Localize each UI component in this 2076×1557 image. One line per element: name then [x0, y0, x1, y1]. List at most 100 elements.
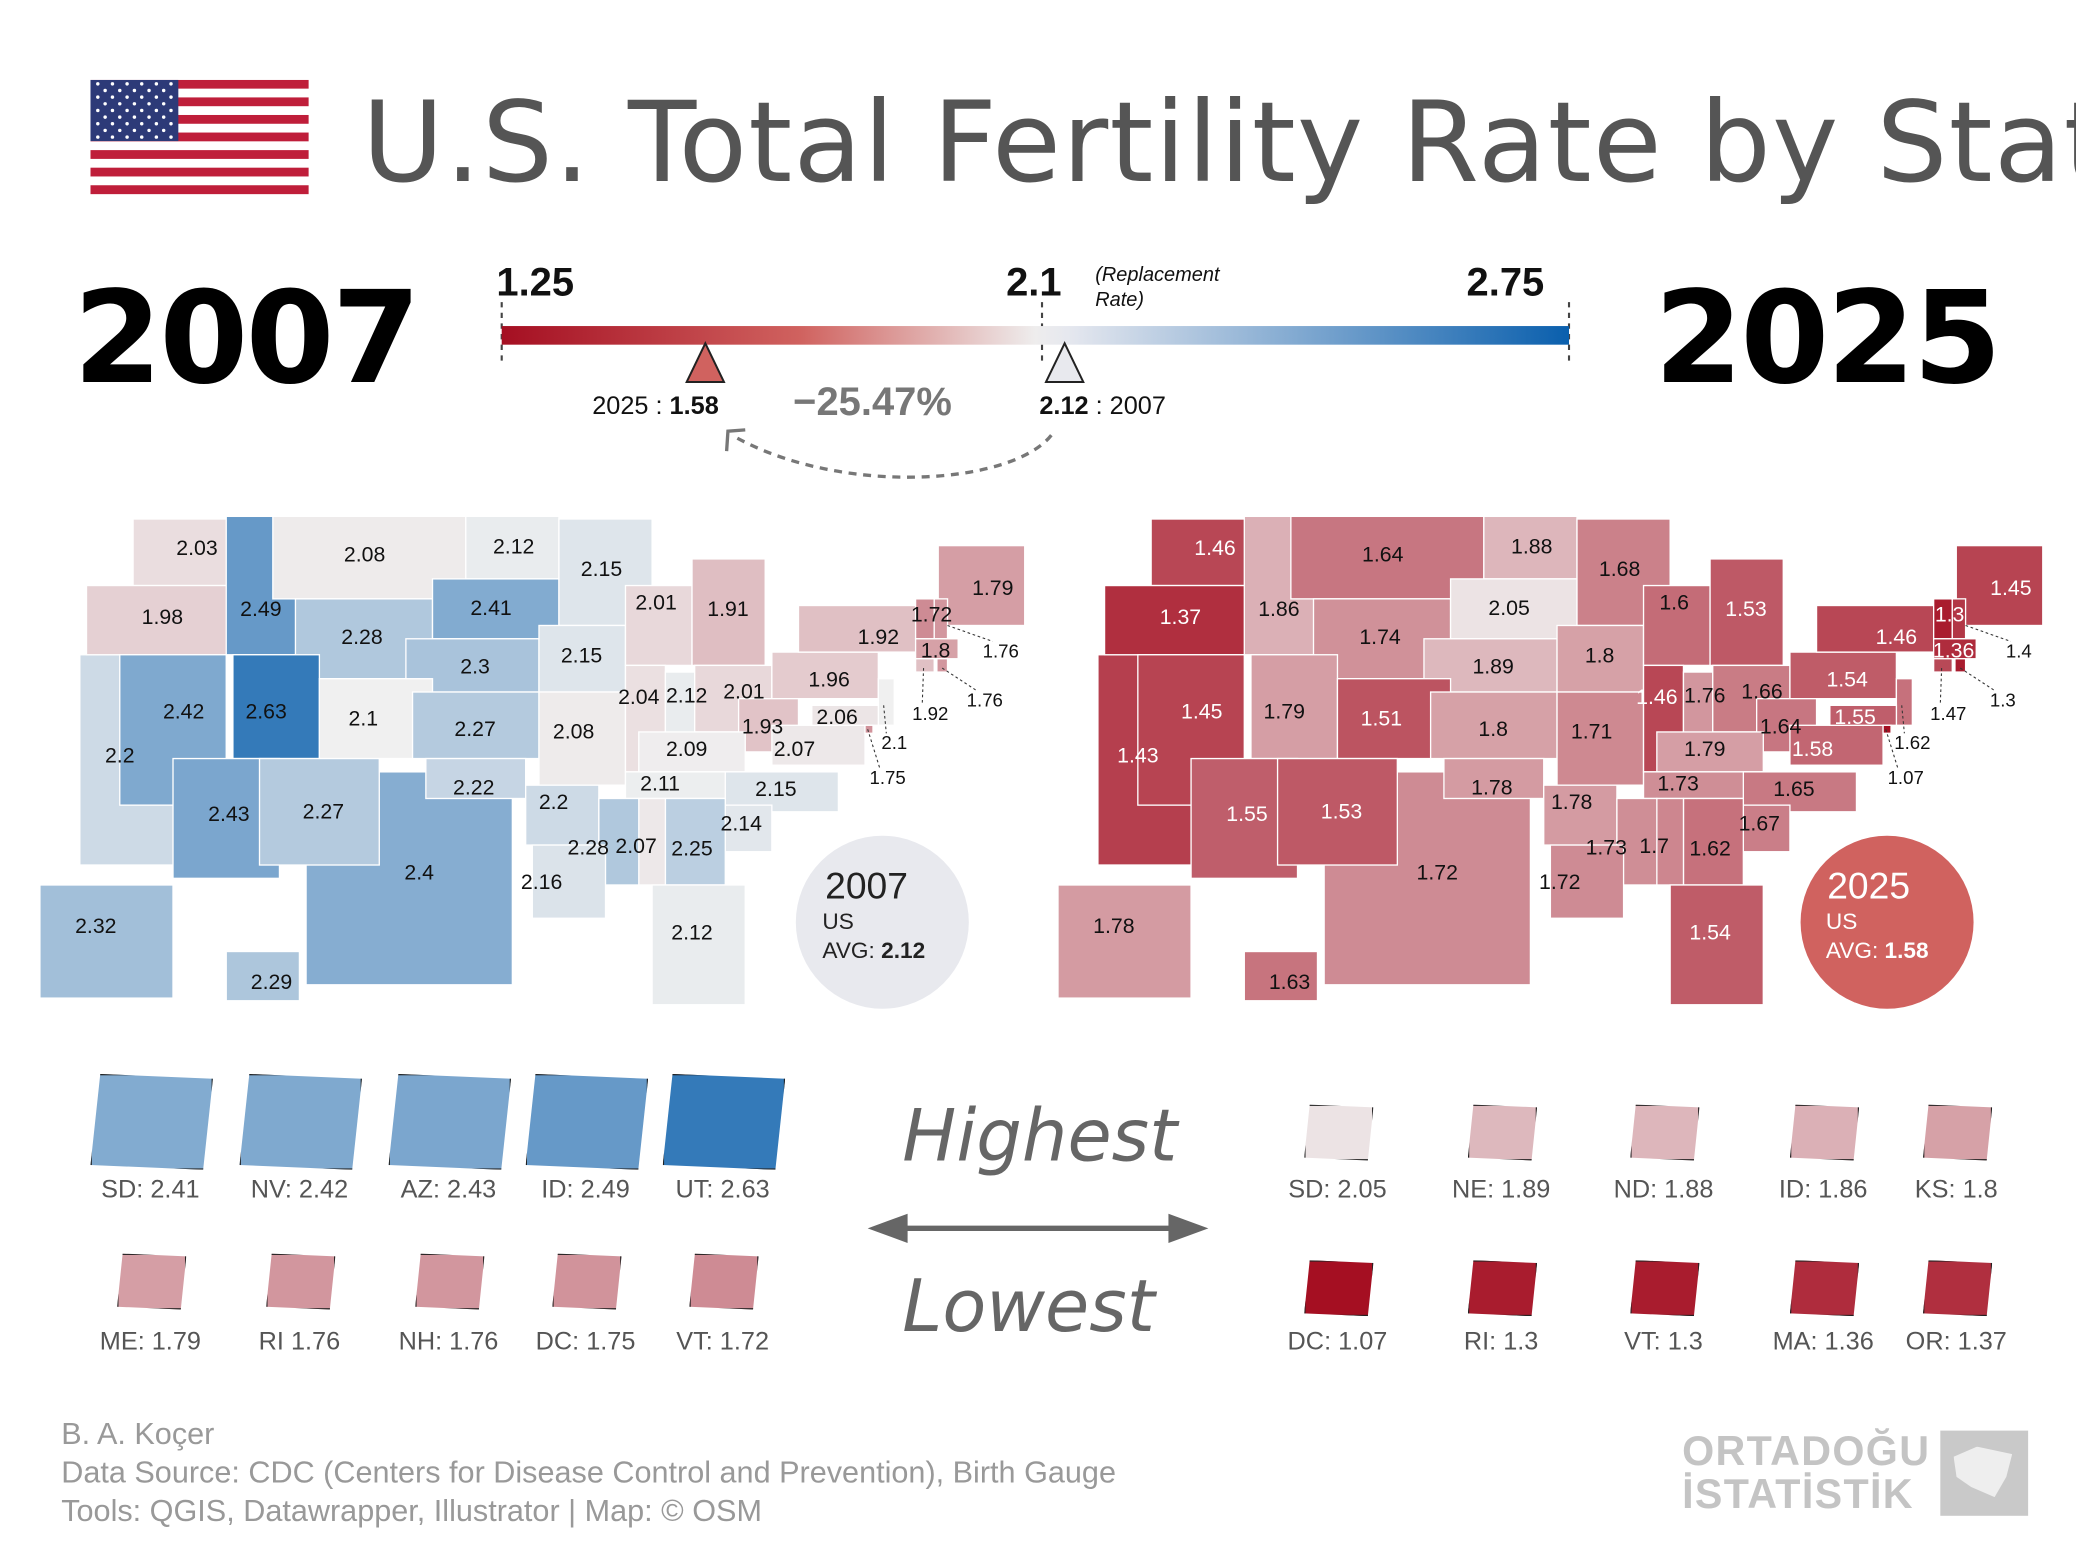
state-ga[interactable] — [664, 797, 726, 886]
state-md[interactable] — [1829, 704, 1898, 726]
state-ks[interactable] — [1429, 691, 1558, 760]
state-value-nj: 1.62 — [1894, 732, 1930, 753]
badge-avg: AVG: 2.12 — [822, 938, 926, 964]
lowest-2025-label: VT: 1.3 — [1624, 1328, 1703, 1357]
state-hi[interactable] — [225, 950, 301, 1002]
state-pa[interactable] — [1789, 651, 1898, 700]
lowest-2007-label: NH: 1.76 — [398, 1328, 499, 1357]
state-value-ct: 1.47 — [1930, 703, 1966, 724]
state-value-dc: 1.07 — [1888, 767, 1924, 788]
state-wi[interactable] — [1642, 584, 1711, 667]
state-ny[interactable] — [1815, 604, 1937, 653]
highest-2007-label: SD: 2.41 — [101, 1176, 200, 1205]
state-value-ia: 1.8 — [1585, 644, 1615, 668]
state-nm[interactable] — [1276, 757, 1399, 866]
state-va[interactable] — [1789, 724, 1884, 766]
state-value-va: 2.07 — [774, 737, 815, 761]
state-nj[interactable] — [1895, 678, 1914, 726]
state-mo[interactable] — [1556, 691, 1645, 786]
state-value-mt: 2.08 — [344, 543, 385, 567]
state-value-mo: 2.08 — [553, 720, 594, 744]
state-me[interactable] — [937, 544, 1026, 627]
state-value-tx: 2.4 — [404, 861, 434, 885]
state-value-ri: 1.3 — [1990, 690, 2016, 711]
state-ky[interactable] — [638, 731, 746, 773]
state-value-ak: 1.78 — [1093, 914, 1134, 938]
state-or[interactable] — [85, 584, 234, 656]
state-value-ga: 1.62 — [1689, 837, 1730, 861]
page-title: U.S. Total Fertility Rate by State — [361, 77, 2076, 208]
state-value-oh: 2.01 — [723, 680, 764, 704]
state-or[interactable] — [1103, 584, 1252, 656]
state-value-ma: 1.8 — [921, 638, 951, 662]
state-value-nd: 1.88 — [1511, 535, 1552, 559]
state-ok[interactable] — [1443, 757, 1545, 800]
state-ri[interactable] — [1954, 658, 1967, 673]
state-value-sc: 1.67 — [1739, 811, 1780, 835]
state-ga[interactable] — [1682, 797, 1745, 886]
state-value-or: 1.98 — [142, 605, 183, 629]
state-md[interactable] — [811, 704, 879, 726]
state-fl[interactable] — [651, 884, 746, 1006]
state-value-ky: 2.09 — [666, 737, 707, 761]
state-value-nc: 2.15 — [755, 777, 796, 801]
tools-credit: Tools: QGIS, Datawrapper, Illustrator | … — [61, 1493, 762, 1528]
state-value-mo: 1.71 — [1571, 720, 1612, 744]
state-value-vt: 1.72 — [911, 602, 952, 626]
state-fl[interactable] — [1669, 884, 1764, 1006]
lowest-2025-state-shape — [1467, 1260, 1538, 1317]
state-value-nv: 2.42 — [163, 700, 204, 724]
state-ct[interactable] — [1932, 658, 1953, 673]
state-value-nm: 2.27 — [303, 799, 344, 823]
state-value-id: 1.86 — [1258, 597, 1299, 621]
state-la[interactable] — [1549, 844, 1625, 919]
state-value-wy: 2.28 — [341, 625, 382, 649]
state-dc[interactable] — [864, 724, 874, 734]
scale-max-label: 2.75 — [1466, 260, 1545, 305]
state-al[interactable] — [638, 797, 667, 886]
state-mi[interactable] — [691, 558, 766, 667]
state-dc[interactable] — [1882, 724, 1892, 734]
state-value-ks: 1.8 — [1478, 717, 1508, 741]
leader-line — [1885, 729, 1899, 769]
state-mt[interactable] — [1290, 515, 1485, 600]
state-value-ak: 2.32 — [75, 914, 116, 938]
highest-2025-state-shape — [1923, 1104, 1993, 1161]
state-mi[interactable] — [1709, 558, 1784, 667]
lowest-2025-state-shape — [1630, 1260, 1700, 1317]
highest-2007-state-shape — [388, 1073, 512, 1170]
state-la[interactable] — [531, 844, 607, 919]
lowest-2025-label: MA: 1.36 — [1772, 1328, 1874, 1357]
leader-line — [883, 705, 887, 734]
marker-2007-triangle — [1044, 341, 1085, 383]
state-nj[interactable] — [877, 678, 895, 726]
highest-2025-label: KS: 1.8 — [1914, 1176, 1998, 1205]
state-nd[interactable] — [1483, 515, 1578, 580]
state-pa[interactable] — [771, 651, 879, 700]
leader-line — [921, 668, 925, 705]
scale-gradient-bar — [501, 326, 1570, 345]
state-ri[interactable] — [936, 658, 949, 673]
state-value-hi: 2.29 — [251, 970, 292, 994]
state-ut[interactable] — [1250, 654, 1339, 760]
double-arrow-icon — [867, 1213, 1209, 1243]
state-ut[interactable] — [232, 654, 321, 760]
state-value-wi: 1.6 — [1659, 591, 1689, 615]
badge-year: 2025 — [1827, 865, 1911, 907]
state-ak[interactable] — [39, 884, 174, 999]
state-value-wa: 2.03 — [176, 536, 217, 560]
state-nm[interactable] — [258, 757, 380, 866]
state-mo[interactable] — [538, 691, 627, 786]
state-ny[interactable] — [797, 604, 919, 653]
lowest-heading: Lowest — [902, 1264, 1155, 1349]
state-ak[interactable] — [1057, 884, 1192, 999]
highest-2007-label: UT: 2.63 — [675, 1176, 770, 1205]
state-ok[interactable] — [425, 757, 527, 800]
state-hi[interactable] — [1243, 950, 1319, 1002]
state-ct[interactable] — [914, 658, 935, 673]
state-value-co: 1.51 — [1361, 706, 1402, 730]
state-me[interactable] — [1955, 544, 2044, 627]
state-va[interactable] — [771, 724, 866, 766]
state-value-ia: 2.15 — [561, 644, 602, 668]
